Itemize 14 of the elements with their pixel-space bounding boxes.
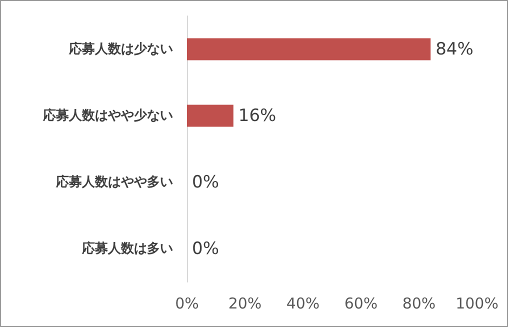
data-label: 0% bbox=[192, 172, 219, 192]
y-tick-label: 応募人数はやや少ない bbox=[42, 107, 173, 124]
x-tick-label: 0% bbox=[175, 294, 199, 312]
y-tick-label: 応募人数は少ない bbox=[68, 40, 173, 57]
data-label: 84% bbox=[436, 39, 474, 60]
x-tick-label: 20% bbox=[228, 294, 262, 312]
data-label: 0% bbox=[192, 238, 219, 259]
y-tick-label: 応募人数は多い bbox=[81, 240, 173, 256]
x-tick-label: 100% bbox=[456, 294, 498, 312]
y-tick-label: 応募人数はやや多い bbox=[55, 174, 173, 190]
x-tick-label: 60% bbox=[344, 294, 378, 312]
x-tick-label: 80% bbox=[402, 294, 436, 312]
data-label: 16% bbox=[238, 106, 276, 126]
x-tick-label: 40% bbox=[286, 294, 320, 312]
